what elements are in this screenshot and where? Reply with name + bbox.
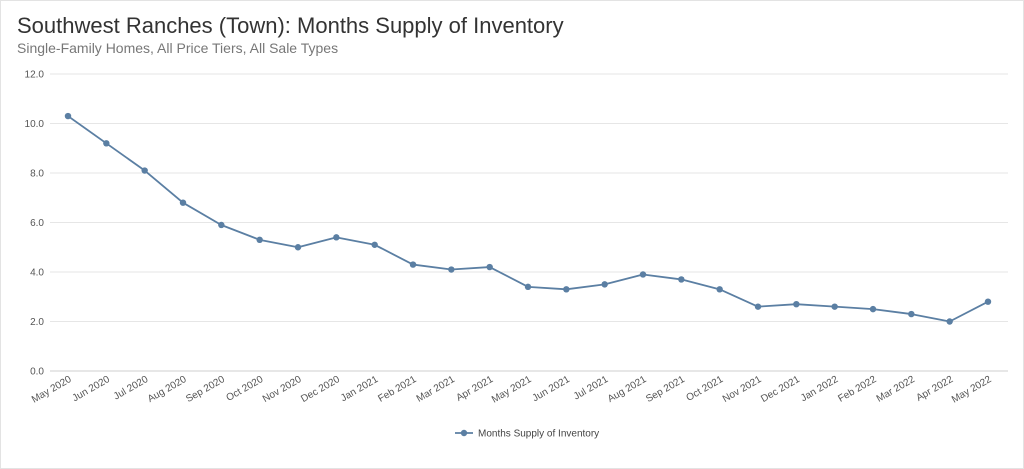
x-tick-label: Feb 2021 bbox=[376, 374, 418, 405]
y-tick-label: 10.0 bbox=[25, 119, 45, 130]
x-tick-label: Jun 2021 bbox=[531, 374, 573, 404]
data-point[interactable] bbox=[639, 271, 647, 278]
data-point[interactable] bbox=[984, 298, 992, 305]
data-point[interactable] bbox=[409, 261, 417, 268]
gridlines bbox=[50, 73, 1008, 372]
data-point[interactable] bbox=[678, 276, 685, 283]
x-tick-label: Oct 2020 bbox=[225, 374, 266, 404]
y-tick-label: 0.0 bbox=[30, 367, 44, 378]
x-tick-label: Feb 2022 bbox=[836, 374, 878, 405]
legend[interactable]: Months Supply of Inventory bbox=[455, 429, 599, 440]
data-point[interactable] bbox=[218, 221, 225, 229]
legend-point-marker bbox=[460, 429, 468, 437]
data-point[interactable] bbox=[103, 140, 110, 147]
data-point[interactable] bbox=[524, 283, 532, 291]
x-tick-label: May 2022 bbox=[950, 374, 994, 406]
x-tick-label: Oct 2021 bbox=[685, 374, 726, 404]
x-tick-label: May 2021 bbox=[490, 374, 534, 406]
chart-title: Southwest Ranches (Town): Months Supply … bbox=[17, 13, 564, 38]
y-axis: 0.0 2.0 4.0 6.0 8.0 10.0 12.0 bbox=[25, 70, 45, 378]
x-tick-label: Mar 2021 bbox=[415, 374, 457, 405]
y-tick-label: 2.0 bbox=[30, 317, 44, 328]
data-point[interactable] bbox=[448, 266, 455, 273]
data-point[interactable] bbox=[294, 244, 302, 251]
x-tick-label: Jul 2020 bbox=[112, 374, 151, 403]
data-point[interactable] bbox=[831, 303, 838, 310]
series-layer bbox=[64, 112, 992, 325]
data-point[interactable] bbox=[869, 305, 877, 313]
data-point[interactable] bbox=[64, 112, 72, 120]
data-point[interactable] bbox=[601, 281, 608, 288]
x-tick-label: Aug 2020 bbox=[146, 374, 189, 405]
x-tick-label: Apr 2022 bbox=[915, 374, 956, 404]
y-tick-label: 8.0 bbox=[30, 169, 44, 180]
x-tick-label: Nov 2020 bbox=[261, 374, 304, 405]
data-point[interactable] bbox=[908, 310, 915, 318]
data-point[interactable] bbox=[563, 286, 570, 293]
y-tick-label: 6.0 bbox=[30, 218, 44, 229]
series-line bbox=[67, 115, 989, 323]
data-point[interactable] bbox=[179, 199, 187, 206]
x-tick-label: Sep 2020 bbox=[184, 374, 227, 405]
data-point[interactable] bbox=[371, 241, 378, 248]
data-point[interactable] bbox=[141, 167, 148, 174]
x-tick-label: Aug 2021 bbox=[606, 374, 649, 405]
x-tick-label: Sep 2021 bbox=[644, 374, 687, 405]
data-point[interactable] bbox=[333, 234, 340, 241]
x-tick-label: Dec 2021 bbox=[759, 374, 802, 405]
data-point[interactable] bbox=[946, 318, 953, 325]
chart-subtitle: Single-Family Homes, All Price Tiers, Al… bbox=[17, 40, 339, 56]
x-tick-label: Jan 2022 bbox=[799, 374, 841, 404]
data-point[interactable] bbox=[256, 236, 263, 244]
x-tick-label: Apr 2021 bbox=[455, 374, 496, 404]
y-tick-label: 4.0 bbox=[30, 268, 44, 279]
x-tick-label: Dec 2020 bbox=[299, 374, 342, 405]
x-tick-label: Jun 2020 bbox=[71, 374, 113, 404]
legend-label: Months Supply of Inventory bbox=[478, 429, 599, 440]
data-point[interactable] bbox=[486, 263, 493, 271]
data-point[interactable] bbox=[793, 300, 800, 308]
x-tick-label: May 2020 bbox=[30, 374, 74, 406]
data-point[interactable] bbox=[754, 303, 762, 310]
x-tick-label: Jan 2021 bbox=[339, 374, 381, 404]
x-tick-label: Mar 2022 bbox=[875, 374, 917, 405]
x-tick-label: Nov 2021 bbox=[721, 374, 764, 405]
x-tick-label: Jul 2021 bbox=[572, 374, 611, 403]
data-point[interactable] bbox=[716, 286, 723, 293]
y-tick-label: 12.0 bbox=[25, 70, 45, 81]
